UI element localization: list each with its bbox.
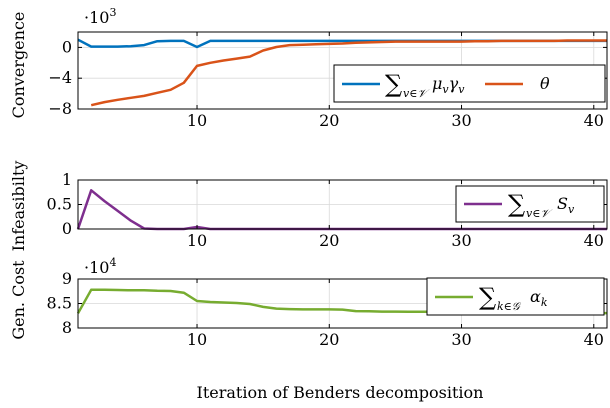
xlabel: Iteration of Benders decomposition [197, 383, 484, 402]
panel-infeasibility-ylabel: Infeasibilty [9, 161, 28, 252]
convergence-ytick-label: −8 [48, 99, 72, 118]
panel-convergence: 10 20 30 40 0 −4 −8 [48, 31, 608, 130]
gen-cost-ytick-label: 8.5 [47, 294, 72, 313]
gen-cost-xtick-label: 10 [187, 330, 207, 349]
legend-sub-2: v∈𝒱 [526, 207, 553, 220]
panel-convergence-multiplier: ·103 [84, 6, 116, 27]
legend-sub-1: v∈𝒱 [403, 87, 430, 100]
panel-gen-cost-ylabel: Gen. Cost [9, 260, 28, 340]
legend-infeasibility: ∑ v∈𝒱 Sv [455, 185, 605, 223]
convergence-ytick-label: 0 [62, 37, 72, 56]
gen-cost-xtick-label: 20 [319, 330, 339, 349]
convergence-axes-frame [77, 31, 608, 110]
infeasibility-xtick-label: 10 [187, 231, 207, 250]
infeasibility-xtick-label: 20 [319, 231, 339, 250]
gen-cost-xtick-label: 40 [584, 330, 604, 349]
convergence-xtick-label: 10 [187, 111, 207, 130]
gen-cost-ytick-label: 9 [62, 269, 72, 288]
legend-gen-cost: ∑ k∈𝒢 αk [426, 277, 605, 316]
infeasibility-ytick-label: 0.5 [47, 195, 72, 214]
legend-sum-symbol-2: ∑ [508, 190, 525, 218]
convergence-xtick-label: 40 [584, 111, 604, 130]
convergence-series-1 [90, 39, 607, 107]
legend-sub-3: k∈𝒢 [497, 300, 522, 313]
infeasibility-ytick-label: 1 [62, 170, 72, 189]
panel-convergence-ylabel: Convergence [9, 12, 28, 119]
infeasibility-xtick-label: 30 [451, 231, 471, 250]
legend-convergence: ∑ v∈𝒱 μvγv θ [333, 64, 606, 103]
panel-gen-cost-multiplier: ·104 [84, 256, 116, 277]
convergence-xtick-label: 30 [451, 111, 471, 130]
legend-mu-gamma-label: μvγv [432, 74, 465, 96]
gen-cost-xtick-label: 30 [451, 330, 471, 349]
infeasibility-xtick-label: 40 [584, 231, 604, 250]
convergence-ytick-label: −4 [48, 68, 72, 87]
legend-sum-symbol-1: ∑ [385, 70, 402, 98]
legend-sum-symbol-3: ∑ [479, 283, 496, 311]
infeasibility-ytick-label: 0 [62, 219, 72, 238]
gen-cost-ytick-label: 8 [62, 318, 72, 337]
legend-theta-label: θ [540, 74, 550, 93]
convergence-xtick-label: 20 [319, 111, 339, 130]
